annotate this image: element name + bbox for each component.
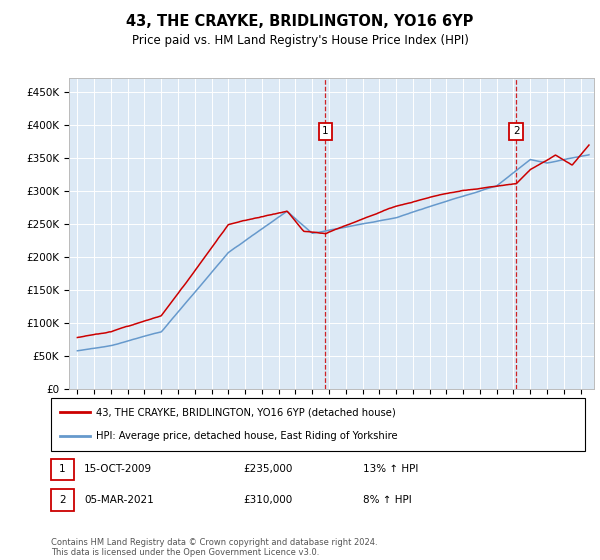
Text: 2: 2 (59, 495, 66, 505)
Text: 2: 2 (513, 127, 520, 136)
Text: £235,000: £235,000 (243, 464, 292, 474)
Text: HPI: Average price, detached house, East Riding of Yorkshire: HPI: Average price, detached house, East… (96, 431, 398, 441)
Text: 13% ↑ HPI: 13% ↑ HPI (363, 464, 418, 474)
Text: 1: 1 (322, 127, 329, 136)
Text: 15-OCT-2009: 15-OCT-2009 (84, 464, 152, 474)
Text: Price paid vs. HM Land Registry's House Price Index (HPI): Price paid vs. HM Land Registry's House … (131, 34, 469, 46)
Text: 43, THE CRAYKE, BRIDLINGTON, YO16 6YP: 43, THE CRAYKE, BRIDLINGTON, YO16 6YP (127, 14, 473, 29)
Text: 1: 1 (59, 464, 66, 474)
Text: £310,000: £310,000 (243, 495, 292, 505)
Text: Contains HM Land Registry data © Crown copyright and database right 2024.
This d: Contains HM Land Registry data © Crown c… (51, 538, 377, 557)
Text: 8% ↑ HPI: 8% ↑ HPI (363, 495, 412, 505)
Text: 43, THE CRAYKE, BRIDLINGTON, YO16 6YP (detached house): 43, THE CRAYKE, BRIDLINGTON, YO16 6YP (d… (96, 408, 396, 418)
Text: 05-MAR-2021: 05-MAR-2021 (84, 495, 154, 505)
